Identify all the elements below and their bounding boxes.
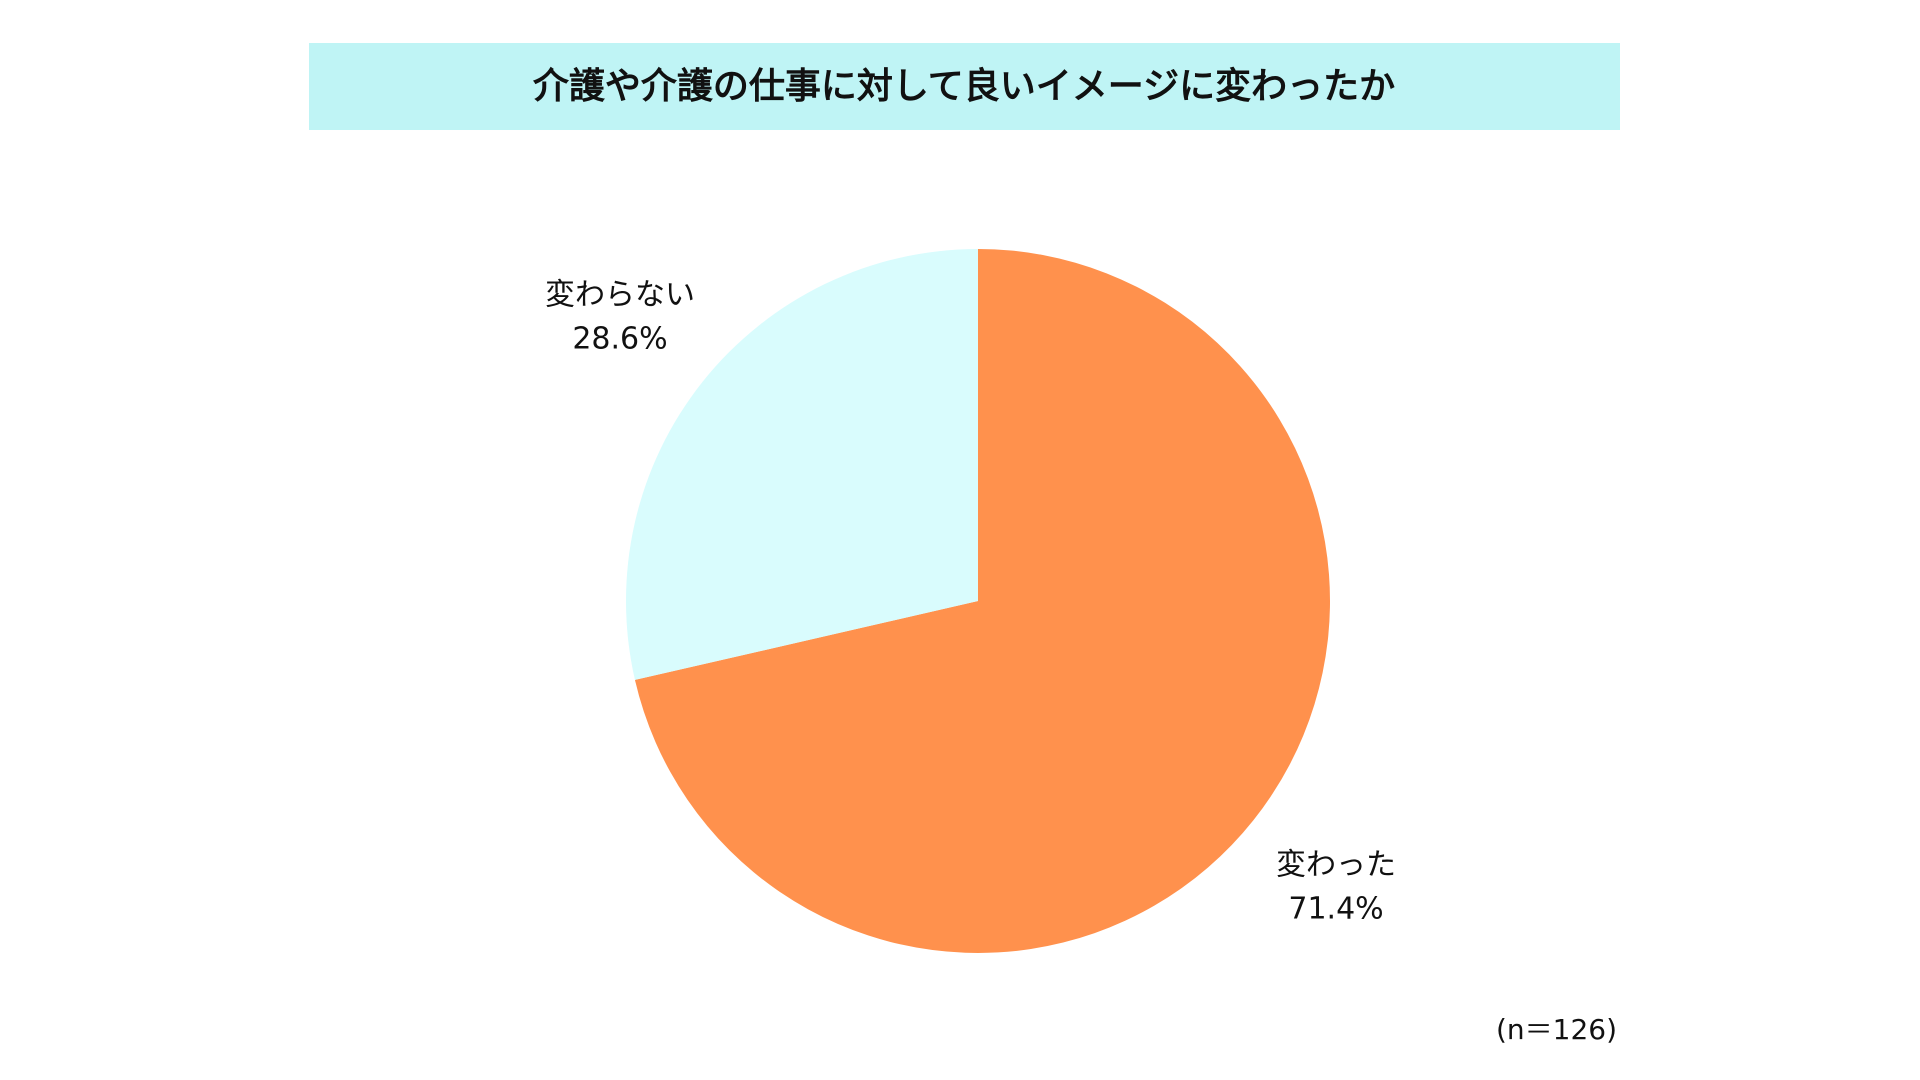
slice-label: 変わった: [1276, 847, 1396, 882]
pie-slice: [626, 249, 978, 680]
pie-slice: [634, 249, 1330, 953]
note: (n＝126): [1496, 1013, 1617, 1046]
value-label: 71.4%: [1288, 891, 1383, 926]
slice-label: 変わらない: [545, 278, 695, 313]
chart-title: 介護や介護の仕事に対して良いイメージに変わったか: [533, 65, 1395, 107]
title-background: [309, 43, 1620, 130]
value-label: 28.6%: [572, 322, 667, 357]
